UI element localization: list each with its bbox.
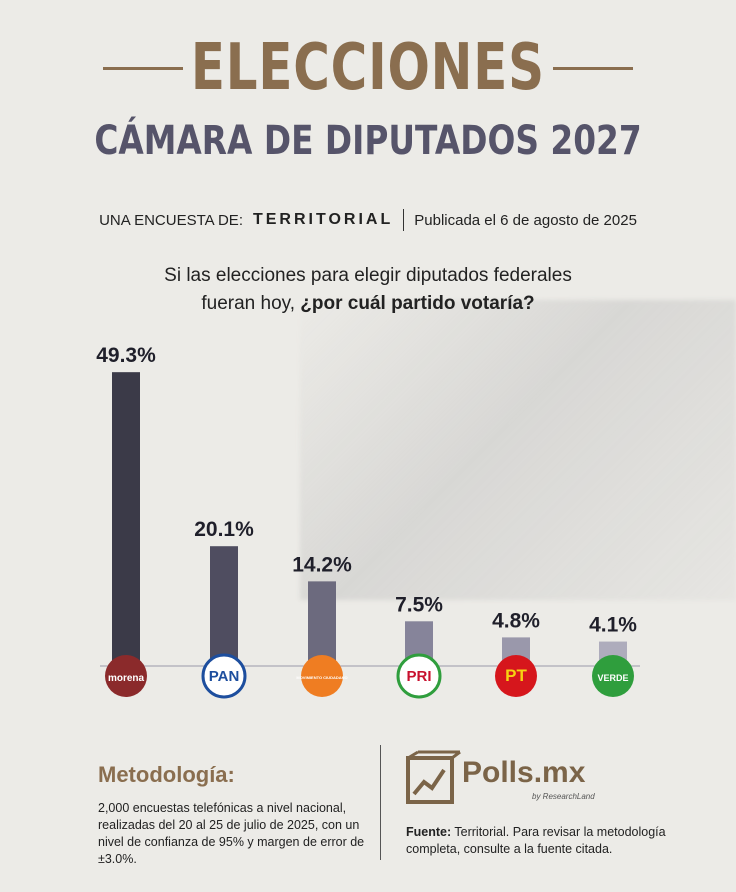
bar-value-label-1: 20.1% [194, 518, 254, 541]
party-logo-text-2: MOVIMIENTO CIUDADANO [296, 675, 347, 680]
bar-2 [308, 581, 336, 666]
bar-chart: 49.3% morena 20.1% PAN 14.2% MOVIMIENTO CIUDA… [96, 344, 640, 699]
party-logo-text-4: PT [505, 666, 527, 685]
bar-value-label-2: 14.2% [292, 553, 352, 576]
party-logo-text-5: VERDE [597, 673, 628, 683]
source-row: UNA ENCUESTA DE: TERRITORIAL Publicada e… [0, 207, 736, 233]
morena-logo: morena [105, 655, 147, 697]
methodology-title: Metodología: [98, 762, 235, 787]
title-row: ELECCIONES [0, 28, 736, 108]
published-date: Publicada el 6 de agosto de 2025 [414, 211, 637, 229]
bar-0 [112, 372, 140, 666]
source-note: Fuente: Territorial. Para revisar la met… [406, 824, 696, 858]
page-subtitle: CÁMARA DE DIPUTADOS 2027 [94, 118, 642, 164]
question-bold: ¿por cuál partido votaría? [300, 293, 535, 314]
pt-star-logo: PT [495, 655, 537, 697]
source-text: Territorial. Para revisar la metodología… [406, 825, 666, 856]
pan-logo: PAN [201, 653, 247, 699]
methodology-text: 2,000 encuestas telefónicas a nivel naci… [98, 801, 365, 866]
page-title: ELECCIONES [191, 31, 545, 105]
survey-question: Si las elecciones para elegir diputados … [0, 262, 736, 318]
polls-logo-icon [406, 750, 461, 804]
party-logo-text-3: PRI [406, 668, 431, 685]
question-plain: fueran hoy, [201, 293, 295, 314]
pri-logo: PRI [396, 653, 442, 699]
polls-tagline: by ResearchLand [532, 792, 595, 801]
question-line-2: fueran hoy, ¿por cuál partido votaría? [0, 290, 736, 318]
bar-value-label-3: 7.5% [395, 593, 443, 616]
bar-value-label-4: 4.8% [492, 609, 540, 632]
polls-brand: Polls.mx [462, 756, 586, 789]
mc-eagle-logo: MOVIMIENTO CIUDADANO [296, 655, 348, 697]
survey-brand: TERRITORIAL [252, 211, 394, 228]
source-label: Fuente: [406, 825, 452, 839]
footer-divider [380, 745, 381, 860]
bar-value-label-0: 49.3% [96, 344, 156, 367]
bar-1 [210, 546, 238, 666]
survey-prefix: UNA ENCUESTA DE: [99, 211, 243, 229]
background-chamber-photo [300, 300, 736, 600]
source-separator [403, 209, 405, 231]
verde-toucan-logo: VERDE [592, 655, 634, 697]
title-line-left [103, 66, 184, 70]
title-line-right [552, 66, 633, 70]
party-logo-text-0: morena [108, 673, 145, 684]
party-logo-text-1: PAN [209, 668, 240, 685]
bar-value-label-5: 4.1% [589, 614, 637, 637]
question-line-1: Si las elecciones para elegir diputados … [164, 265, 572, 286]
